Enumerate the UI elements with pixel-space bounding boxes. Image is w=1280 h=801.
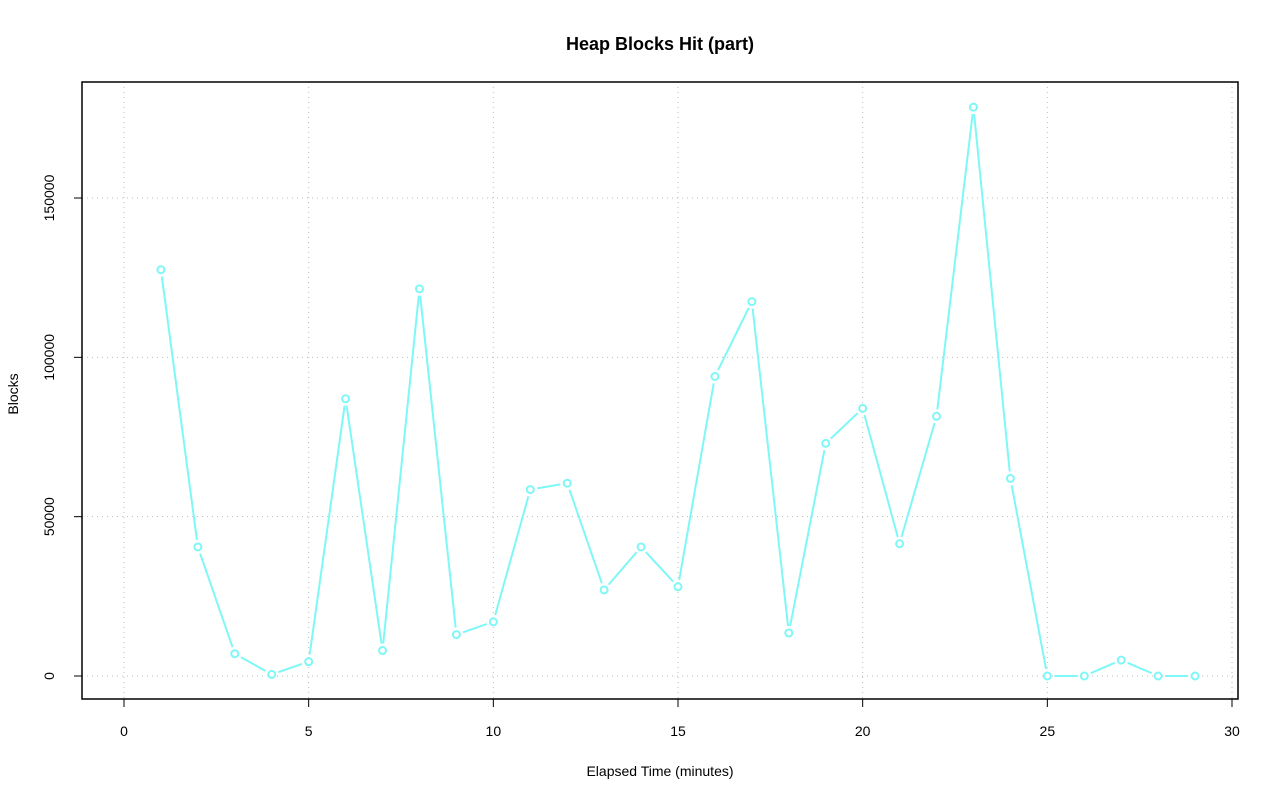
series-segment <box>645 551 674 583</box>
data-point <box>1190 671 1200 681</box>
chart-title: Heap Blocks Hit (part) <box>566 34 754 54</box>
series-segment <box>345 405 383 644</box>
series-segment <box>1127 661 1153 675</box>
series-segment <box>751 308 790 627</box>
data-point <box>636 542 646 552</box>
series-segment <box>900 422 936 538</box>
data-point <box>1153 671 1163 681</box>
series-segment <box>607 551 638 586</box>
y-tick-label: 100000 <box>41 334 57 381</box>
x-tick-label: 0 <box>120 723 128 739</box>
series-segment <box>240 656 267 672</box>
series-segment <box>568 489 603 584</box>
series-segment <box>199 553 234 648</box>
data-point <box>932 411 942 421</box>
series-segment <box>1090 661 1116 675</box>
series-segment <box>830 412 859 440</box>
data-point <box>1005 473 1015 483</box>
data-point <box>304 657 314 667</box>
x-axis-label: Elapsed Time (minutes) <box>586 763 733 779</box>
x-tick-label: 20 <box>855 723 871 739</box>
data-point <box>230 649 240 659</box>
data-point <box>784 628 794 638</box>
data-point <box>1079 671 1089 681</box>
series-segment <box>717 307 750 371</box>
data-point <box>858 403 868 413</box>
data-point <box>710 371 720 381</box>
series-segment <box>278 662 303 674</box>
x-tick-label: 25 <box>1040 723 1056 739</box>
y-tick-label: 50000 <box>41 497 57 536</box>
y-tick-label: 0 <box>41 672 57 680</box>
y-axis: 0 50000 100000 150000 <box>41 174 82 680</box>
data-point <box>747 297 757 307</box>
series-segment <box>536 483 561 490</box>
series-segment <box>308 405 346 655</box>
y-tick-label: 150000 <box>41 174 57 221</box>
data-point <box>451 630 461 640</box>
data-point <box>267 669 277 679</box>
y-axis-label: Blocks <box>5 373 21 414</box>
data-point <box>378 646 388 656</box>
data-point <box>821 438 831 448</box>
series-segment <box>462 623 488 634</box>
x-tick-label: 15 <box>670 723 686 739</box>
series-segment <box>1010 485 1048 670</box>
series-segment <box>382 295 420 644</box>
series-segment <box>419 295 457 628</box>
series-segment <box>160 276 198 541</box>
x-tick-label: 10 <box>486 723 502 739</box>
data-point <box>1116 655 1126 665</box>
data-point <box>895 539 905 549</box>
grid-lines <box>82 82 1238 699</box>
data-point <box>673 582 683 592</box>
data-point <box>156 265 166 275</box>
data-point <box>341 394 351 404</box>
data-point <box>193 542 203 552</box>
series-segment <box>494 496 530 616</box>
x-tick-label: 5 <box>305 723 313 739</box>
data-point <box>414 284 424 294</box>
data-point <box>488 617 498 627</box>
series <box>156 102 1200 681</box>
data-point <box>968 102 978 112</box>
data-point <box>599 585 609 595</box>
x-tick-label: 30 <box>1224 723 1240 739</box>
series-segment <box>789 450 826 627</box>
x-axis: 0 5 10 15 20 25 30 <box>120 699 1240 739</box>
data-point <box>525 485 535 495</box>
data-point <box>1042 671 1052 681</box>
plot-frame <box>81 81 1239 700</box>
series-segment <box>863 414 899 538</box>
series-segment <box>936 114 974 410</box>
series-segment <box>678 383 715 581</box>
series-segment <box>973 114 1011 472</box>
data-point <box>562 478 572 488</box>
